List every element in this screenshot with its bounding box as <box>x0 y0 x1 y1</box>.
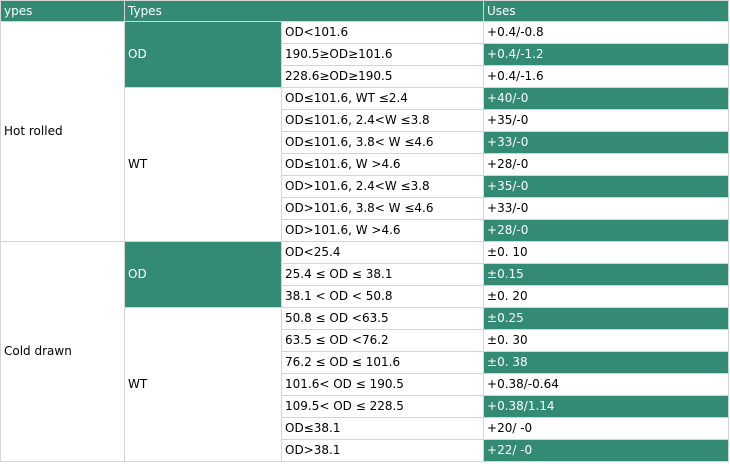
table-row: OD>101.6, W >4.6 +28/-0 <box>1 219 730 242</box>
tolerance-cell: +0.4/-1.2 <box>483 43 730 66</box>
tolerance-cell: ±0.25 <box>483 307 730 330</box>
tolerance-cell: +33/-0 <box>483 131 730 154</box>
tolerance-cell: +22/ -0 <box>483 439 730 462</box>
table-row: OD>101.6, 2.4<W ≤3.8 +35/-0 <box>1 175 730 198</box>
subgroup-label-wt: WT <box>124 87 282 242</box>
tolerance-cell: ±0.15 <box>483 263 730 286</box>
tolerance-cell: +40/-0 <box>483 87 730 110</box>
table-row: 109.5< OD ≤ 228.5 +0.38/1.14 <box>1 395 730 418</box>
header-col-2: Types <box>123 0 485 22</box>
condition-cell: 38.1 < OD < 50.8 <box>280 285 485 308</box>
tolerance-cell: ±0. 20 <box>483 285 730 308</box>
tolerance-cell: +35/-0 <box>483 175 730 198</box>
condition-cell: OD≤101.6, WT ≤2.4 <box>280 87 485 110</box>
condition-cell: OD>101.6, W >4.6 <box>280 219 485 242</box>
tolerance-cell: +28/-0 <box>483 153 730 176</box>
group-label-hot-rolled: Hot rolled <box>0 21 125 242</box>
condition-cell: OD≤101.6, W >4.6 <box>280 153 485 176</box>
table-row: OD≤38.1 +20/ -0 <box>1 417 730 440</box>
condition-cell: 63.5 ≤ OD <76.2 <box>280 329 485 352</box>
tolerance-cell: ±0. 38 <box>483 351 730 374</box>
table-row: 25.4 ≤ OD ≤ 38.1 ±0.15 <box>1 263 730 286</box>
header-col-4: Uses <box>483 0 730 22</box>
condition-cell: 76.2 ≤ OD ≤ 101.6 <box>280 351 485 374</box>
table-row: WT OD≤101.6, WT ≤2.4 +40/-0 <box>1 87 730 242</box>
condition-cell: 50.8 ≤ OD <63.5 <box>280 307 485 330</box>
condition-cell: OD≤101.6, 2.4<W ≤3.8 <box>280 109 485 132</box>
header-row: ypes Types Uses <box>0 0 730 22</box>
table-row: OD≤101.6, W >4.6 +28/-0 <box>1 153 730 176</box>
header-col-1: ypes <box>0 0 125 22</box>
table-row: 190.5≥OD≥101.6 +0.4/-1.2 <box>1 43 730 66</box>
tolerance-cell: +0.38/1.14 <box>483 395 730 418</box>
condition-cell: 109.5< OD ≤ 228.5 <box>280 395 485 418</box>
tolerance-cell: ±0. 10 <box>483 241 730 264</box>
table-row: OD≤101.6, 2.4<W ≤3.8 +35/-0 <box>1 109 730 132</box>
subgroup-label-od: OD <box>124 21 282 88</box>
table-row: OD>38.1 +22/ -0 <box>1 439 730 462</box>
tolerance-cell: ±0. 30 <box>483 329 730 352</box>
condition-cell: OD≤38.1 <box>280 417 485 440</box>
tolerance-cell: +28/-0 <box>483 219 730 242</box>
tolerance-cell: +33/-0 <box>483 197 730 220</box>
condition-cell: OD<101.6 <box>280 21 485 44</box>
subgroup-label-wt: WT <box>124 307 282 462</box>
table-row: 63.5 ≤ OD <76.2 ±0. 30 <box>1 329 730 352</box>
group-label-cold-drawn: Cold drawn <box>0 241 125 462</box>
table-row: Cold drawn OD OD<25.4 ±0. 10 <box>0 241 730 462</box>
condition-cell: OD≤101.6, 3.8< W ≤4.6 <box>280 131 485 154</box>
condition-cell: 190.5≥OD≥101.6 <box>280 43 485 66</box>
condition-cell: 25.4 ≤ OD ≤ 38.1 <box>280 263 485 286</box>
table-row: OD≤101.6, 3.8< W ≤4.6 +33/-0 <box>1 131 730 154</box>
condition-cell: 228.6≥OD≥190.5 <box>280 65 485 88</box>
condition-cell: OD<25.4 <box>280 241 485 264</box>
tolerance-cell: +0.4/-1.6 <box>483 65 730 88</box>
table-row: 38.1 < OD < 50.8 ±0. 20 <box>1 285 730 308</box>
tolerance-cell: +0.38/-0.64 <box>483 373 730 396</box>
table-row: Hot rolled OD OD<101.6 +0.4/-0.8 <box>0 21 730 242</box>
condition-cell: 101.6< OD ≤ 190.5 <box>280 373 485 396</box>
tolerance-cell: +20/ -0 <box>483 417 730 440</box>
table-row: 76.2 ≤ OD ≤ 101.6 ±0. 38 <box>1 351 730 374</box>
tolerance-cell: +0.4/-0.8 <box>483 21 730 44</box>
condition-cell: OD>101.6, 2.4<W ≤3.8 <box>280 175 485 198</box>
subgroup-label-od: OD <box>124 241 282 308</box>
tolerance-cell: +35/-0 <box>483 109 730 132</box>
condition-cell: OD>101.6, 3.8< W ≤4.6 <box>280 197 485 220</box>
condition-cell: OD>38.1 <box>280 439 485 462</box>
